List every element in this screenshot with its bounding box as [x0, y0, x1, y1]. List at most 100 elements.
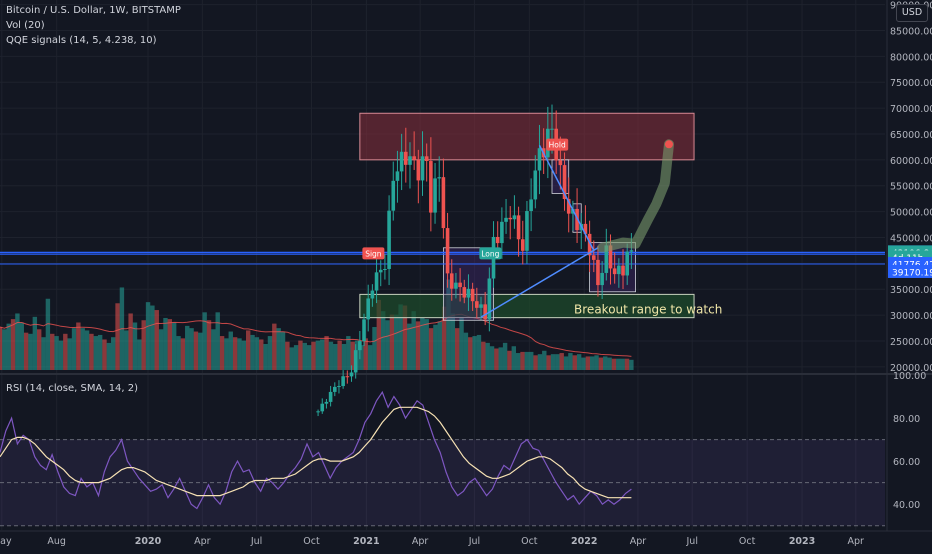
- candle-body: [378, 269, 383, 273]
- volume-bar: [158, 329, 164, 370]
- volume-bar: [32, 316, 38, 370]
- price-tag-bg: [888, 264, 932, 278]
- candle-body: [324, 401, 329, 404]
- indicator-legend[interactable]: QQE signals (14, 5, 4.238, 10): [6, 35, 157, 46]
- volume-bar: [272, 323, 277, 370]
- volume-bar: [394, 314, 399, 370]
- volume-bar: [259, 339, 264, 370]
- candle-body: [608, 245, 613, 269]
- time-tick-label: Jul: [250, 536, 262, 547]
- candle-body: [525, 211, 529, 251]
- volume-bar: [546, 355, 551, 370]
- volume-bar: [624, 358, 630, 370]
- candle-body: [466, 288, 471, 298]
- candle-body: [562, 165, 567, 200]
- volume-bar: [280, 331, 286, 370]
- currency-button[interactable]: USD: [896, 4, 928, 22]
- volume-bar: [485, 342, 490, 370]
- candle-body: [454, 282, 458, 289]
- candle-body: [332, 386, 337, 392]
- volume-bar: [555, 354, 560, 370]
- rsi-line: [0, 390, 632, 510]
- resistance-zone: [359, 112, 695, 161]
- volume-bar: [250, 334, 255, 370]
- candle-body: [445, 228, 450, 274]
- volume-bar: [289, 347, 294, 370]
- volume-bar: [333, 343, 338, 370]
- volume-bar: [23, 332, 29, 370]
- candle-body: [512, 215, 517, 220]
- signal-label-bg: [479, 247, 502, 260]
- candle-body: [617, 265, 621, 275]
- symbol-legend[interactable]: Bitcoin / U.S. Dollar, 1W, BITSTAMP: [6, 5, 181, 16]
- volume-bar: [54, 336, 59, 370]
- price-tick-label: 35000.00: [890, 285, 932, 296]
- volume-bar: [594, 355, 599, 370]
- projection-path: [597, 139, 674, 253]
- volume-bar: [380, 311, 386, 370]
- volume-bar: [254, 337, 260, 370]
- volume-legend[interactable]: Vol (20): [6, 20, 45, 31]
- volume-bar: [267, 336, 273, 370]
- price-tick-label: 75000.00: [890, 78, 932, 89]
- candle-body: [508, 217, 513, 220]
- price-tick-label: 30000.00: [890, 311, 932, 322]
- candle-body: [475, 301, 479, 308]
- volume-bar: [80, 328, 85, 370]
- price-tick-label: 70000.00: [890, 104, 932, 115]
- candle-body: [479, 304, 483, 308]
- volume-ma-line: [0, 313, 632, 357]
- signal-label-text: Hold: [549, 141, 566, 150]
- volume-bar: [407, 323, 412, 370]
- volume-bar: [145, 302, 151, 370]
- time-axis: May Aug 2020 Apr Jul Oct 2021 Apr Jul Oct 2022 Apr J…: [0, 536, 864, 547]
- volume-bar: [468, 337, 473, 370]
- candle-body: [345, 376, 350, 378]
- volume-bar: [389, 314, 395, 370]
- volume-bar: [245, 330, 251, 370]
- volume-bar: [89, 333, 94, 370]
- volume-bar: [206, 320, 212, 370]
- volume-bar: [367, 345, 373, 370]
- candle-body: [387, 210, 391, 269]
- volume-bar: [603, 356, 608, 370]
- volume-bar: [616, 358, 621, 370]
- volume-bar: [607, 357, 612, 370]
- candle-body: [399, 151, 404, 172]
- volume-bar: [341, 343, 347, 370]
- candle-body: [621, 265, 625, 276]
- volume-bar: [415, 321, 421, 370]
- volume-bar: [385, 320, 390, 370]
- volume-bar: [28, 333, 33, 370]
- volume-bar: [446, 279, 451, 370]
- volume-bar: [298, 340, 303, 370]
- candle-body: [424, 156, 429, 162]
- time-tick-label: Apr: [848, 536, 865, 547]
- candle-body: [504, 217, 508, 222]
- candle-body: [370, 290, 375, 299]
- volume-bar: [276, 328, 281, 370]
- rsi-legend[interactable]: RSI (14, close, SMA, 14, 2): [6, 383, 139, 394]
- volume-bar: [550, 354, 556, 370]
- signal-label-text: Sign: [365, 249, 382, 258]
- volume-bar: [193, 331, 199, 370]
- price-tick-label: 25000.00: [890, 337, 932, 348]
- volume-bars: [0, 279, 634, 370]
- volume-bar: [459, 317, 464, 370]
- volume-bar: [315, 340, 321, 370]
- volume-bar: [568, 353, 573, 370]
- volume-bar: [115, 303, 120, 370]
- volume-bar: [611, 358, 617, 370]
- volume-bar: [15, 313, 20, 370]
- volume-bar: [542, 350, 547, 370]
- volume-bar: [106, 342, 112, 370]
- volume-bar: [476, 334, 482, 370]
- volume-bar: [507, 350, 512, 370]
- volume-bar: [515, 353, 521, 370]
- volume-bar: [581, 357, 586, 370]
- candle-body: [358, 341, 362, 351]
- volume-bar: [420, 317, 425, 370]
- candle-body: [470, 288, 475, 302]
